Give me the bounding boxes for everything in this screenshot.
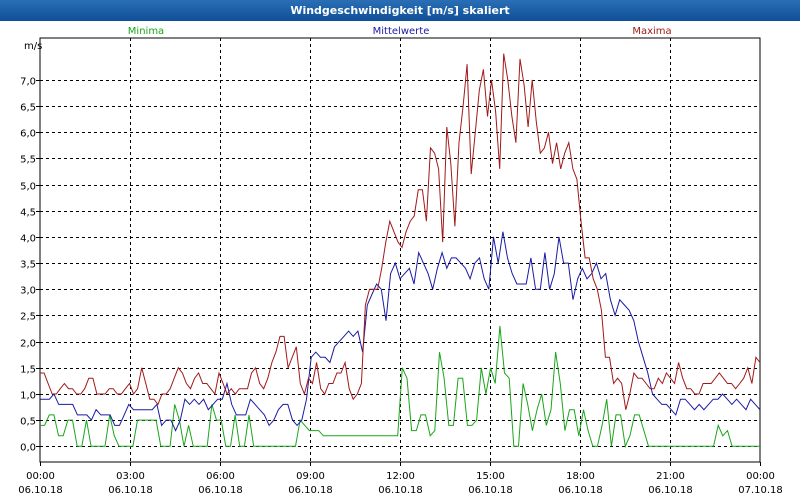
legend-maxima: Maxima: [632, 26, 672, 37]
x-tick-date-label: 07.10.18: [738, 485, 783, 496]
x-tick-time-label: 09:00: [296, 471, 325, 482]
x-tick-date-label: 06.10.18: [558, 485, 603, 496]
y-axis: 0,0 0,5 1,0 1,5 2,0 2,5 3,0 3,5 4,0 4,5 5,0 5,5 6,0 6…: [20, 77, 40, 454]
y-tick-label: 6,0: [20, 129, 36, 140]
x-axis: 00:00 06.10.18 03:00 06.10.18 06:00 06.10.18 0…: [18, 462, 783, 496]
y-tick-label: 7,0: [20, 77, 36, 88]
x-tick-time-label: 06:00: [206, 471, 235, 482]
y-tick-label: 5,0: [20, 182, 36, 193]
y-axis-unit-label: m/s: [24, 41, 42, 52]
y-tick-label: 2,5: [20, 312, 36, 323]
y-tick-label: 3,0: [20, 286, 36, 297]
x-tick-time-label: 12:00: [386, 471, 415, 482]
window-title: Windgeschwindigkeit [m/s] skaliert: [0, 0, 800, 21]
y-tick-label: 0,0: [20, 443, 36, 454]
x-tick-time-label: 00:00: [26, 471, 55, 482]
x-tick-date-label: 06.10.18: [198, 485, 243, 496]
x-tick-date-label: 06.10.18: [648, 485, 693, 496]
x-tick-date-label: 06.10.18: [18, 485, 63, 496]
y-tick-label: 2,0: [20, 339, 36, 350]
series-line-mittelwerte: [40, 231, 761, 432]
y-tick-label: 1,5: [20, 365, 36, 376]
x-tick-time-label: 15:00: [476, 471, 505, 482]
series-group: [40, 53, 761, 449]
x-tick-date-label: 06.10.18: [468, 485, 513, 496]
y-tick-label: 6,5: [20, 103, 36, 114]
legend-mittelwerte: Mittelwerte: [372, 26, 430, 37]
x-tick-date-label: 06.10.18: [108, 485, 153, 496]
x-tick-time-label: 18:00: [566, 471, 595, 482]
x-tick-date-label: 06.10.18: [288, 485, 333, 496]
x-tick-time-label: 00:00: [746, 471, 775, 482]
y-tick-label: 0,5: [20, 417, 36, 428]
y-tick-label: 1,0: [20, 391, 36, 402]
y-tick-label: 4,5: [20, 208, 36, 219]
series-line-maxima: [40, 53, 761, 410]
legend-minima: Minima: [127, 26, 165, 37]
x-tick-time-label: 21:00: [656, 471, 685, 482]
y-tick-label: 3,5: [20, 260, 36, 271]
x-tick-time-label: 03:00: [116, 471, 145, 482]
y-tick-label: 4,0: [20, 234, 36, 245]
series-line-minima: [40, 325, 760, 449]
y-tick-label: 5,5: [20, 155, 36, 166]
x-tick-date-label: 06.10.18: [378, 485, 423, 496]
